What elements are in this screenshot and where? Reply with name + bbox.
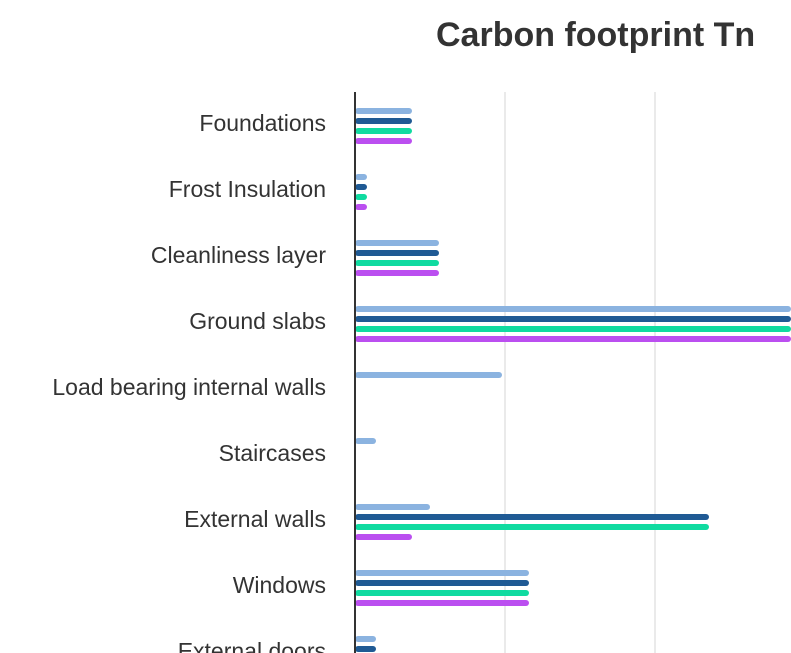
bar bbox=[355, 534, 412, 540]
category-label: Cleanliness layer bbox=[151, 242, 326, 268]
bar bbox=[355, 240, 439, 246]
bar bbox=[355, 504, 430, 510]
category-labels: Foundations Frost Insulation Cleanliness l… bbox=[52, 110, 326, 653]
bar bbox=[355, 438, 376, 444]
bars bbox=[355, 108, 791, 652]
bar bbox=[355, 570, 529, 576]
bar bbox=[355, 270, 439, 276]
category-label: External doors bbox=[178, 638, 326, 653]
category-label: External walls bbox=[184, 506, 326, 532]
bar bbox=[355, 184, 367, 190]
bar bbox=[355, 372, 502, 378]
bar bbox=[355, 316, 791, 322]
category-label: Windows bbox=[233, 572, 326, 598]
bar bbox=[355, 128, 412, 134]
bar bbox=[355, 174, 367, 180]
category-label: Staircases bbox=[219, 440, 326, 466]
bar bbox=[355, 138, 412, 144]
bar bbox=[355, 514, 709, 520]
bar bbox=[355, 108, 412, 114]
bar bbox=[355, 118, 412, 124]
bar bbox=[355, 580, 529, 586]
bar bbox=[355, 306, 791, 312]
bar bbox=[355, 590, 529, 596]
bar bbox=[355, 194, 367, 200]
category-label: Load bearing internal walls bbox=[52, 374, 326, 400]
bar bbox=[355, 250, 439, 256]
bar bbox=[355, 336, 791, 342]
category-label: Foundations bbox=[199, 110, 326, 136]
bar bbox=[355, 260, 439, 266]
bar bbox=[355, 600, 529, 606]
bar bbox=[355, 204, 367, 210]
bar bbox=[355, 636, 376, 642]
category-label: Frost Insulation bbox=[169, 176, 326, 202]
chart-title: Carbon footprint Tn bbox=[436, 16, 756, 54]
bar bbox=[355, 646, 376, 652]
category-label: Ground slabs bbox=[189, 308, 326, 334]
bar bbox=[355, 326, 791, 332]
grid-lines bbox=[504, 92, 656, 653]
bar bbox=[355, 524, 709, 530]
